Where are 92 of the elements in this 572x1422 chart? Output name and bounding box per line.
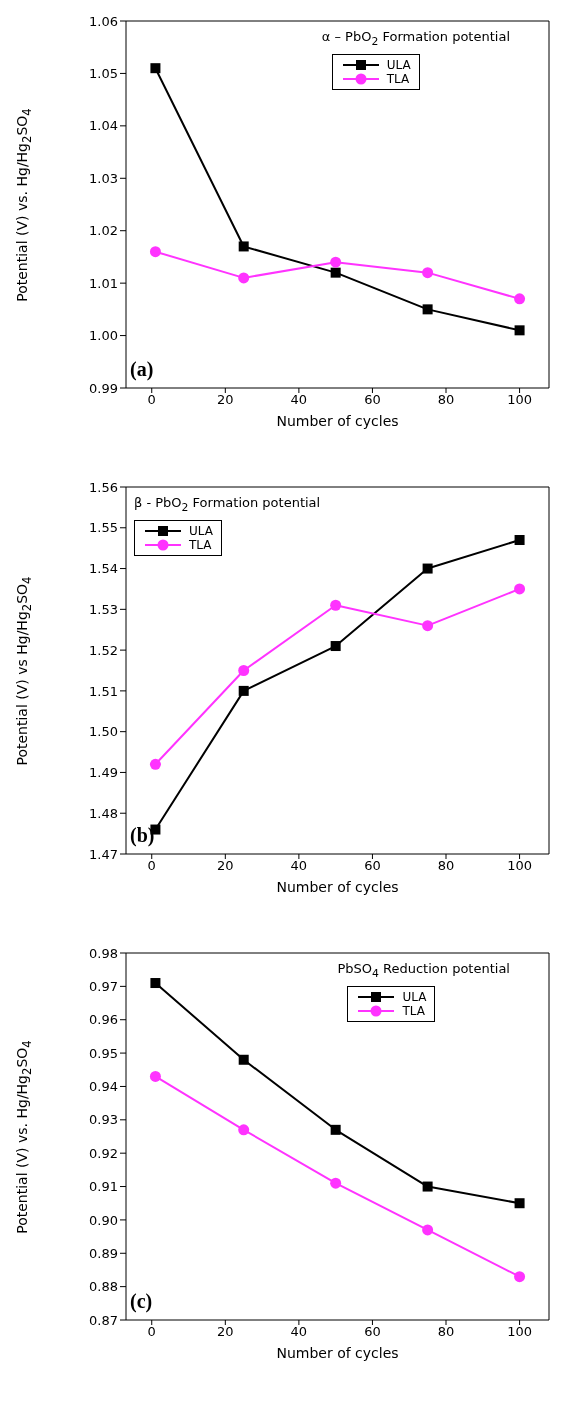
y-tick-label: 1.06	[89, 13, 118, 29]
y-tick-label: 1.56	[89, 479, 118, 495]
point	[150, 63, 161, 74]
legend-label: ULA	[189, 523, 213, 538]
y-tick-label: 1.51	[89, 683, 118, 699]
point	[150, 978, 161, 989]
y-tick-label: 1.05	[89, 66, 118, 82]
y-tick-label: 1.49	[89, 765, 118, 781]
x-tick-label: 100	[507, 1324, 532, 1340]
y-tick-label: 0.95	[89, 1045, 118, 1061]
x-axis-title: Number of cycles	[276, 413, 399, 429]
point	[330, 1124, 341, 1135]
point	[514, 1198, 525, 1209]
x-tick-label: 60	[364, 858, 381, 874]
y-tick-label: 0.98	[89, 945, 118, 961]
y-tick-label: 1.52	[89, 642, 118, 658]
x-tick-label: 80	[437, 858, 455, 874]
x-tick-label: 40	[290, 392, 308, 408]
legend-label: ULA	[402, 989, 427, 1004]
y-tick-label: 0.90	[89, 1212, 118, 1228]
x-tick-label: 40	[290, 1324, 308, 1340]
x-tick-label: 0	[147, 1324, 156, 1340]
point	[514, 583, 526, 595]
x-tick-label: 0	[147, 858, 156, 874]
y-tick-label: 1.50	[89, 724, 118, 740]
x-tick-label: 40	[290, 858, 308, 874]
legend-label: TLA	[189, 537, 212, 552]
point	[149, 1070, 161, 1082]
x-axis-title: Number of cycles	[276, 879, 399, 895]
y-tick-label: 0.97	[89, 978, 118, 994]
legend-label: ULA	[386, 57, 411, 72]
point	[422, 1224, 434, 1236]
point	[238, 665, 250, 676]
text: α – PbO$_{2}$ Formation potential	[321, 29, 510, 48]
y-tick-label: 0.94	[89, 1079, 118, 1095]
y-tick-label: 1.00	[89, 328, 118, 344]
point	[238, 1054, 249, 1065]
y-tick-label: 1.01	[89, 275, 118, 291]
annotation: (b)	[130, 824, 155, 847]
text: PbSO$_{4}$ Reduction potential	[337, 961, 510, 980]
y-tick-label: 0.99	[89, 380, 118, 396]
annotation: (a)	[130, 358, 154, 381]
x-tick-label: 20	[217, 1324, 234, 1340]
point	[514, 535, 525, 546]
point	[422, 563, 433, 574]
x-tick-label: 80	[437, 1324, 455, 1340]
point	[330, 256, 342, 268]
point	[514, 293, 526, 305]
x-tick-label: 80	[437, 392, 455, 408]
x-tick-label: 20	[217, 392, 234, 408]
point	[422, 267, 434, 279]
point	[514, 1271, 526, 1283]
x-tick-label: 0	[147, 392, 156, 408]
y-tick-label: 0.87	[89, 1312, 118, 1328]
x-tick-label: 60	[364, 1324, 381, 1340]
legend-label: TLA	[402, 1003, 425, 1018]
y-tick-label: 1.55	[89, 520, 118, 536]
y-tick-label: 0.92	[89, 1145, 118, 1161]
y-tick-label: 1.03	[89, 170, 118, 186]
y-tick-label: 1.48	[89, 805, 118, 821]
x-tick-label: 100	[507, 858, 532, 874]
point	[330, 267, 341, 278]
y-tick-label: 1.47	[89, 846, 118, 862]
x-axis-title: Number of cycles	[276, 1345, 399, 1361]
y-tick-label: 0.96	[89, 1012, 118, 1028]
point	[330, 641, 341, 652]
x-tick-label: 20	[217, 858, 234, 874]
x-tick-label: 60	[364, 392, 381, 408]
y-tick-label: 1.54	[89, 561, 118, 577]
point	[422, 304, 433, 315]
annotation: (c)	[130, 1290, 153, 1313]
point	[514, 325, 525, 336]
point	[238, 685, 249, 696]
y-tick-label: 1.02	[89, 223, 118, 239]
point	[238, 1124, 250, 1136]
point	[422, 620, 434, 632]
point	[149, 246, 161, 258]
y-tick-label: 0.88	[89, 1279, 118, 1295]
y-tick-label: 0.91	[89, 1179, 118, 1195]
point	[149, 758, 161, 770]
legend-label: TLA	[386, 71, 410, 86]
point	[238, 272, 250, 284]
y-tick-label: 1.53	[89, 601, 118, 617]
point	[330, 599, 342, 611]
point	[330, 1177, 342, 1189]
y-tick-label: 0.93	[89, 1112, 118, 1128]
x-tick-label: 100	[507, 392, 532, 408]
point	[422, 1181, 433, 1192]
y-tick-label: 0.89	[89, 1245, 118, 1261]
point	[238, 241, 249, 252]
text: β - PbO$_{2}$ Formation potential	[134, 495, 321, 514]
y-tick-label: 1.04	[89, 118, 118, 134]
